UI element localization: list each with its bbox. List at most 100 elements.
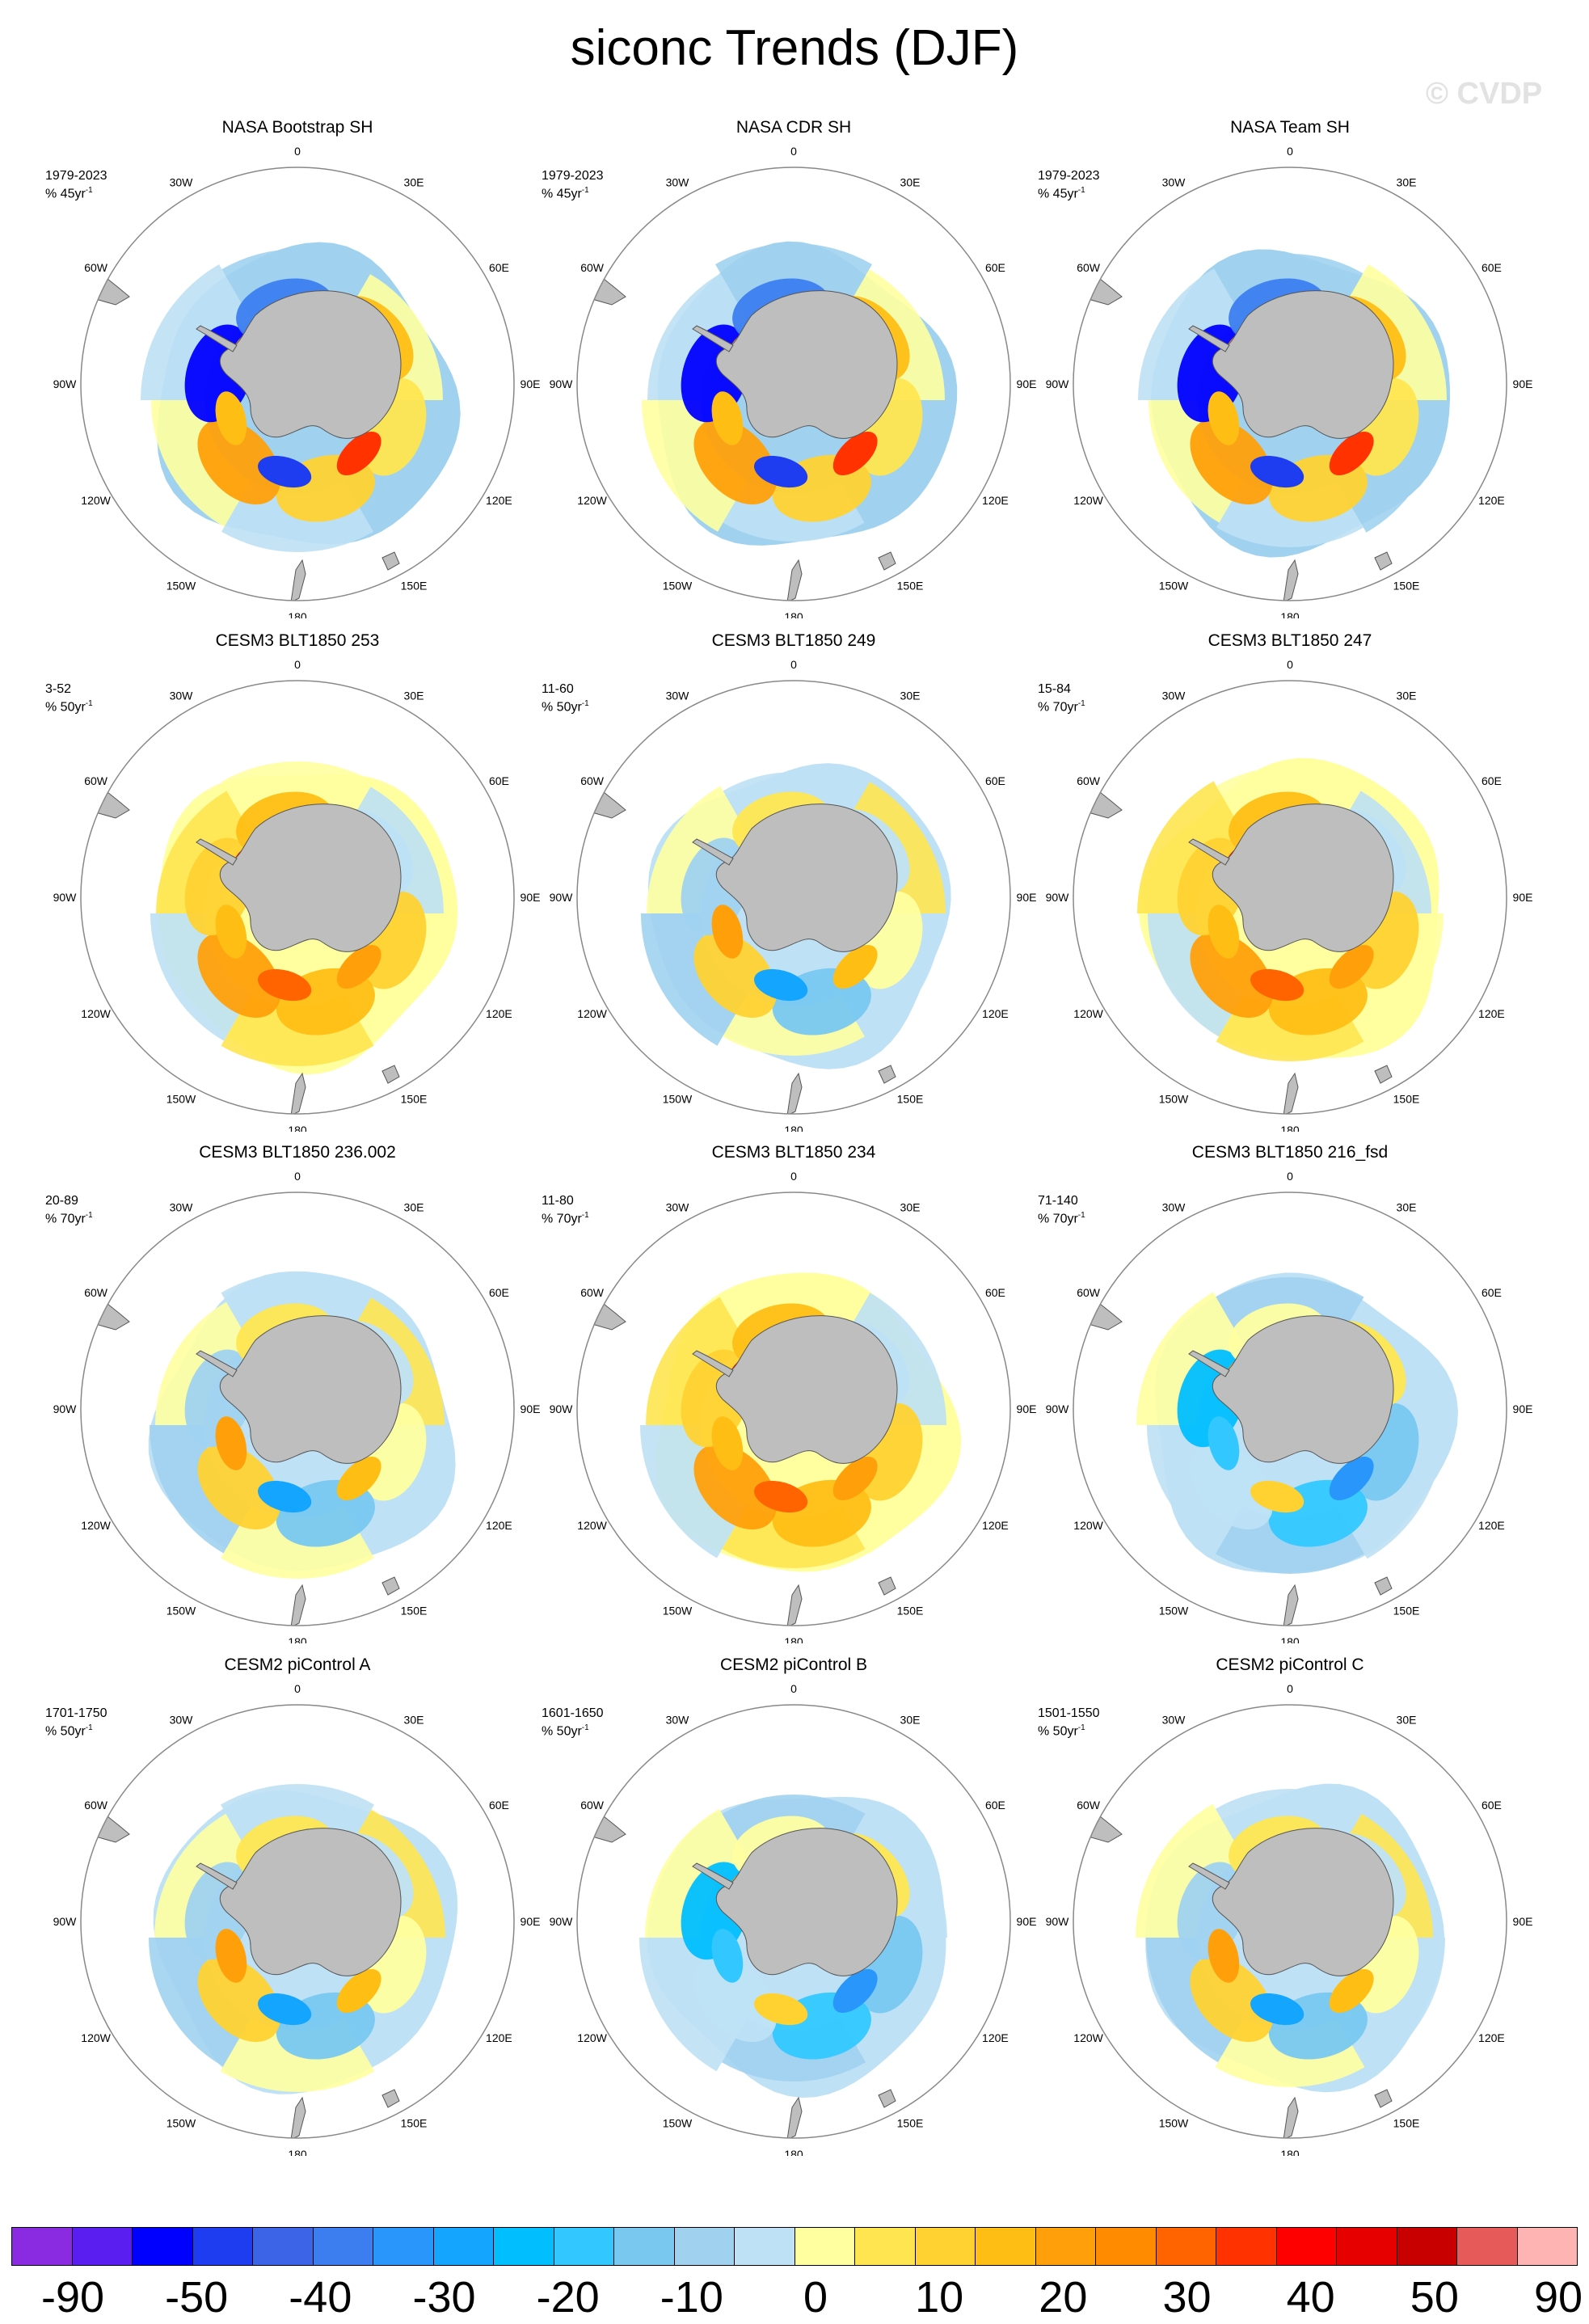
new-zealand (290, 1584, 306, 1626)
polar-map: 0 30E 60E 90E 120E 150E 180 150W 120W 90W 60W 30W (550, 145, 1037, 618)
units-text: % 70yr (1038, 700, 1078, 715)
longitude-label: 60E (985, 261, 1005, 274)
tasmania (381, 551, 400, 571)
colorbar-swatch (1397, 2228, 1457, 2265)
trend-anomaly (711, 1929, 744, 1983)
antarctica (219, 1315, 402, 1464)
longitude-label: 30E (404, 690, 424, 702)
trend-anomaly (258, 968, 312, 1002)
panel-title: CESM3 BLT1850 247 (1208, 631, 1372, 650)
trend-anomaly (832, 432, 878, 475)
units-text: % 45yr (1038, 187, 1078, 201)
longitude-label: 120E (486, 494, 512, 507)
longitude-label: 30E (900, 176, 921, 189)
longitude-label: 120E (1478, 1519, 1505, 1532)
longitude-label: 120W (81, 1007, 111, 1020)
tasmania (878, 1065, 896, 1084)
colorbar-swatch (1276, 2228, 1337, 2265)
trend-sector (1137, 781, 1244, 913)
panel-units: % 50yr-1 (542, 696, 589, 715)
units-exponent: -1 (1077, 186, 1085, 195)
trend-anomaly (1250, 455, 1304, 488)
longitude-label: 120W (1073, 1519, 1103, 1532)
longitude-label: 180 (1280, 610, 1300, 618)
panel-period: 11-60 (542, 682, 574, 696)
longitude-label: 120E (1478, 494, 1505, 507)
longitude-label: 60W (580, 261, 605, 274)
antarctic-peninsula (692, 325, 734, 352)
trend-anomaly (215, 1416, 247, 1470)
antarctic-peninsula (196, 1862, 238, 1890)
longitude-label: 180 (784, 2148, 803, 2156)
tasmania (878, 2089, 896, 2108)
colorbar-label: 50 (1410, 2273, 1459, 2322)
trend-sector (645, 1808, 748, 1938)
longitude-label: 0 (294, 658, 301, 671)
longitude-label: 180 (288, 1124, 307, 1132)
map-panel: 0 30E 60E 90E 120E 150E 180 150W 120W 90W 60W 30W CE… (39, 1142, 556, 1643)
colorbar (11, 2227, 1578, 2266)
colorbar-label: -10 (660, 2273, 723, 2322)
panel-title: CESM3 BLT1850 234 (711, 1143, 876, 1162)
antarctic-peninsula (1188, 838, 1230, 866)
longitude-label: 120E (486, 1519, 512, 1532)
longitude-label: 90W (1046, 1402, 1070, 1415)
antarctic-peninsula (196, 1350, 238, 1377)
colorbar-swatch (1517, 2228, 1577, 2265)
trend-patch (693, 1444, 778, 1530)
longitude-label: 30W (666, 690, 690, 702)
antarctica (1212, 803, 1394, 952)
units-exponent: -1 (581, 699, 589, 708)
units-text: % 70yr (45, 1212, 86, 1226)
cvdp-watermark: © CVDP (1426, 77, 1543, 111)
longitude-label: 60W (84, 1286, 108, 1299)
panel-period: 1979-2023 (45, 169, 107, 183)
map-panel: 0 30E 60E 90E 120E 150E 180 150W 120W 90W 60W 30W CE… (1031, 1655, 1549, 2156)
units-exponent: -1 (581, 1211, 589, 1220)
new-zealand (786, 559, 803, 601)
trend-anomaly (258, 455, 312, 488)
panel-units: % 70yr-1 (45, 1208, 93, 1226)
longitude-label: 90W (53, 891, 78, 904)
longitude-label: 180 (784, 610, 803, 618)
trend-anomaly (215, 1929, 247, 1983)
tasmania (381, 1065, 400, 1084)
longitude-label: 90E (521, 377, 541, 390)
longitude-label: 90E (1017, 891, 1037, 904)
trend-anomaly (1329, 432, 1374, 475)
longitude-label: 150E (1393, 1092, 1420, 1105)
longitude-label: 150W (166, 1604, 196, 1617)
longitude-label: 150W (663, 1092, 693, 1105)
map-panel: 0 30E 60E 90E 120E 150E 180 150W 120W 90W 60W 30W NA… (39, 117, 556, 618)
longitude-label: 60E (1482, 261, 1502, 274)
longitude-label: 150E (401, 1092, 428, 1105)
map-panel: 0 30E 60E 90E 120E 150E 180 150W 120W 90W 60W 30W CE… (1031, 631, 1549, 1132)
panel-title: NASA Bootstrap SH (221, 118, 373, 137)
longitude-label: 30W (666, 176, 690, 189)
units-text: % 70yr (1038, 1212, 1078, 1226)
trend-patch (1190, 419, 1274, 505)
units-text: % 50yr (542, 1724, 582, 1739)
colorbar-label: -20 (536, 2273, 600, 2322)
trend-anomaly (1250, 1480, 1304, 1513)
colorbar-swatch (976, 2228, 1036, 2265)
colorbar-label: -50 (165, 2273, 229, 2322)
longitude-label: 60W (84, 261, 108, 274)
longitude-label: 60E (489, 774, 509, 787)
trend-sector (141, 264, 251, 400)
tasmania (1374, 2089, 1393, 2108)
trend-anomaly (258, 1480, 312, 1513)
longitude-label: 120E (982, 1519, 1009, 1532)
trend-patch (693, 932, 778, 1019)
longitude-label: 90W (1046, 1915, 1070, 1928)
units-text: % 50yr (1038, 1724, 1078, 1739)
longitude-label: 180 (288, 1635, 307, 1643)
longitude-label: 120E (1478, 2031, 1505, 2044)
antarctica (219, 803, 402, 952)
antarctic-peninsula (196, 325, 238, 352)
new-zealand (290, 1072, 306, 1114)
longitude-label: 90W (1046, 891, 1070, 904)
panel-period: 11-80 (542, 1194, 574, 1208)
map-boundary (1073, 1192, 1507, 1626)
longitude-label: 30E (900, 1201, 921, 1214)
